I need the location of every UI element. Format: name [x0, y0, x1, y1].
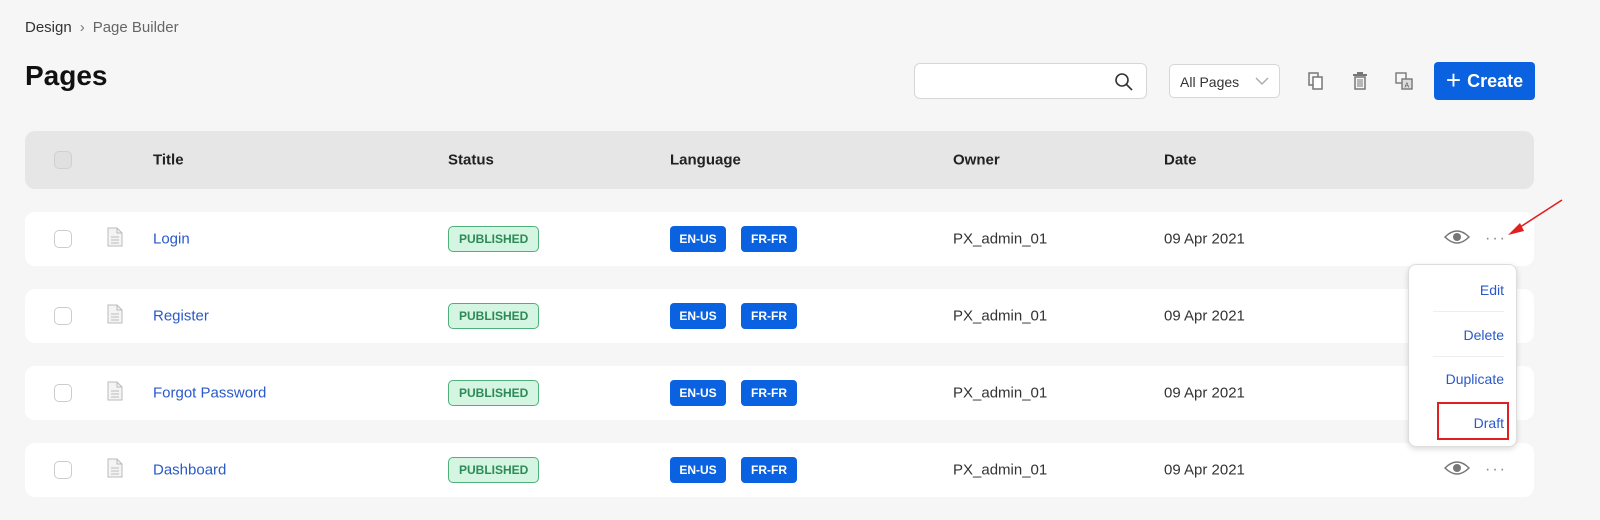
more-options-icon[interactable]: ··· — [1485, 461, 1507, 478]
chevron-right-icon: › — [79, 19, 85, 36]
table-row[interactable]: Register PUBLISHED EN-US FR-FR PX_admin_… — [25, 289, 1534, 343]
search-input[interactable] — [914, 63, 1147, 99]
column-owner[interactable]: Owner — [953, 151, 1000, 169]
language-badge: FR-FR — [741, 457, 797, 483]
document-icon — [107, 304, 123, 328]
page-title: Pages — [25, 60, 108, 91]
status-badge: PUBLISHED — [448, 303, 540, 329]
row-checkbox[interactable] — [54, 230, 72, 248]
language-badge: FR-FR — [741, 303, 797, 329]
status-badge: PUBLISHED — [448, 457, 540, 483]
column-date[interactable]: Date — [1164, 151, 1197, 169]
divider — [1433, 311, 1504, 312]
language-badge: EN-US — [670, 457, 726, 483]
trash-icon[interactable] — [1349, 70, 1371, 92]
date: 09 Apr 2021 — [1164, 461, 1245, 479]
search-icon[interactable] — [1114, 72, 1134, 92]
page-title-link[interactable]: Dashboard — [153, 461, 227, 479]
filter-selected: All Pages — [1180, 74, 1240, 90]
eye-icon[interactable] — [1443, 460, 1471, 480]
date: 09 Apr 2021 — [1164, 307, 1245, 325]
table-row[interactable]: Dashboard PUBLISHED EN-US FR-FR PX_admin… — [25, 443, 1534, 497]
owner: PX_admin_01 — [953, 384, 1048, 402]
menu-item-edit[interactable]: Edit — [1479, 282, 1504, 298]
filter-select[interactable]: All Pages — [1169, 64, 1280, 98]
language-badge: EN-US — [670, 226, 726, 252]
document-icon — [107, 227, 123, 251]
page-title-link[interactable]: Login — [153, 230, 190, 248]
row-checkbox[interactable] — [54, 307, 72, 325]
row-checkbox[interactable] — [54, 461, 72, 479]
column-language[interactable]: Language — [670, 151, 741, 169]
create-button[interactable]: + Create — [1434, 62, 1535, 100]
language-badge: EN-US — [670, 380, 726, 406]
document-icon — [107, 381, 123, 405]
row-context-menu: Edit Delete Duplicate Draft — [1408, 264, 1517, 447]
breadcrumb-design[interactable]: Design — [25, 19, 72, 36]
language-badge: FR-FR — [741, 226, 797, 252]
annotation-arrow — [1508, 199, 1563, 235]
column-title[interactable]: Title — [153, 151, 184, 169]
select-all-checkbox[interactable] — [54, 151, 72, 169]
date: 09 Apr 2021 — [1164, 384, 1245, 402]
svg-text:A: A — [1405, 83, 1410, 90]
table-header: Title Status Language Owner Date — [25, 131, 1534, 189]
menu-item-draft[interactable]: Draft — [1473, 415, 1504, 431]
menu-item-delete[interactable]: Delete — [1463, 327, 1504, 343]
owner: PX_admin_01 — [953, 461, 1048, 479]
highlight-box — [1437, 402, 1509, 440]
language-badge: FR-FR — [741, 380, 797, 406]
date: 09 Apr 2021 — [1164, 230, 1245, 248]
column-status[interactable]: Status — [448, 151, 494, 169]
more-options-icon[interactable]: ··· — [1485, 230, 1507, 247]
breadcrumb: Design › Page Builder — [25, 19, 179, 36]
table-row[interactable]: Forgot Password PUBLISHED EN-US FR-FR PX… — [25, 366, 1534, 420]
breadcrumb-page-builder: Page Builder — [92, 19, 179, 36]
document-icon — [107, 458, 123, 482]
plus-icon: + — [1445, 64, 1462, 95]
owner: PX_admin_01 — [953, 230, 1048, 248]
menu-item-duplicate[interactable]: Duplicate — [1445, 371, 1504, 387]
create-label: Create — [1467, 70, 1524, 91]
page-title-link[interactable]: Forgot Password — [153, 384, 267, 402]
translate-icon[interactable]: A — [1393, 70, 1415, 92]
chevron-down-icon — [1255, 77, 1269, 85]
language-badge: EN-US — [670, 303, 726, 329]
status-badge: PUBLISHED — [448, 380, 540, 406]
divider — [1433, 356, 1504, 357]
row-checkbox[interactable] — [54, 384, 72, 402]
table-row[interactable]: Login PUBLISHED EN-US FR-FR PX_admin_01 … — [25, 212, 1534, 266]
status-badge: PUBLISHED — [448, 226, 540, 252]
page-title-link[interactable]: Register — [153, 307, 209, 325]
eye-icon[interactable] — [1443, 229, 1471, 249]
copy-icon[interactable] — [1305, 70, 1327, 92]
owner: PX_admin_01 — [953, 307, 1048, 325]
